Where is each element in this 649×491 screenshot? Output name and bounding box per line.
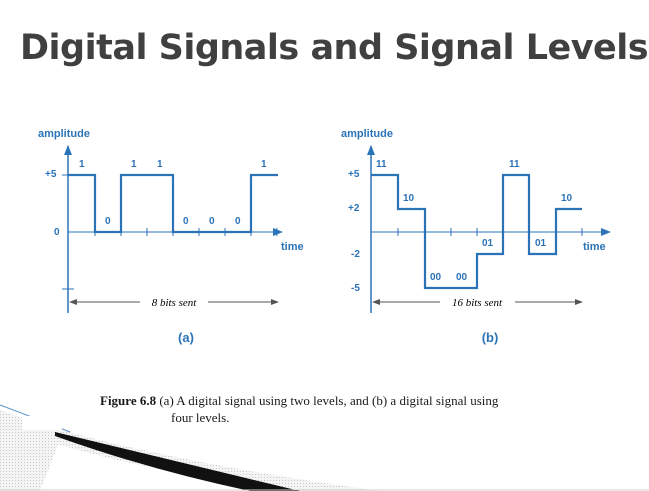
diagram-a-y-axis-label: amplitude [38, 128, 90, 140]
diagram-b-symbol: 00 [430, 272, 442, 283]
figure-caption: Figure 6.8 (a) A digital signal using tw… [100, 392, 570, 426]
diagram-a-panel-label: (a) [178, 330, 194, 345]
diagram-a-bit: 1 [79, 159, 85, 170]
diagram-a-level-0: 0 [54, 227, 60, 238]
diagram-a-bit: 0 [105, 216, 111, 227]
diagram-b-symbol: 01 [535, 238, 547, 249]
diagram-a-level-plus5: +5 [45, 169, 57, 180]
diagram-b-ticks [397, 228, 583, 236]
diagram-b-span-caption: 16 bits sent [452, 297, 503, 309]
diagram-b-symbol: 11 [376, 159, 387, 170]
diagram-a-span-caption: 8 bits sent [152, 297, 198, 309]
diagram-a-bit: 1 [261, 159, 267, 170]
diagram-a-signal [68, 173, 278, 234]
diagram-a-ticks [94, 228, 278, 236]
figure-caption-line1: (a) A digital signal using two levels, a… [159, 393, 499, 408]
diagram-b-panel-label: (b) [482, 330, 499, 345]
diagram-b-level-plus2: +2 [348, 203, 360, 214]
diagram-a-bit: 0 [183, 216, 189, 227]
slide-decoration [0, 404, 649, 491]
figure-caption-number: Figure 6.8 [100, 393, 157, 408]
diagram-b-level-minus5: -5 [351, 283, 360, 294]
diagram-a: amplitude time +5 0 1 0 1 1 0 0 0 1 8 bi… [38, 128, 304, 345]
figure-caption-line2: four levels. [171, 410, 230, 425]
diagram-b-symbol: 10 [403, 193, 415, 204]
diagram-a-bit: 1 [131, 159, 137, 170]
diagram-b-symbol: 01 [482, 238, 494, 249]
diagram-a-x-axis-label: time [281, 241, 304, 253]
diagram-b-x-axis-label: time [583, 241, 606, 253]
diagram-b: amplitude time +5 +2 -2 -5 11 10 00 00 0… [341, 128, 611, 345]
diagram-b-y-axis-label: amplitude [341, 128, 393, 140]
diagram-b-symbol: 10 [561, 193, 573, 204]
diagram-a-bit: 0 [209, 216, 215, 227]
diagram-b-level-plus5: +5 [348, 169, 360, 180]
diagram-b-signal [371, 173, 582, 290]
slide-title: Digital Signals and Signal Levels [20, 28, 649, 68]
diagram-b-symbol: 11 [509, 159, 520, 170]
diagram-a-bit: 1 [157, 159, 163, 170]
diagram-b-level-minus2: -2 [351, 249, 360, 260]
diagram-b-symbol: 00 [456, 272, 468, 283]
diagram-a-bit: 0 [235, 216, 241, 227]
